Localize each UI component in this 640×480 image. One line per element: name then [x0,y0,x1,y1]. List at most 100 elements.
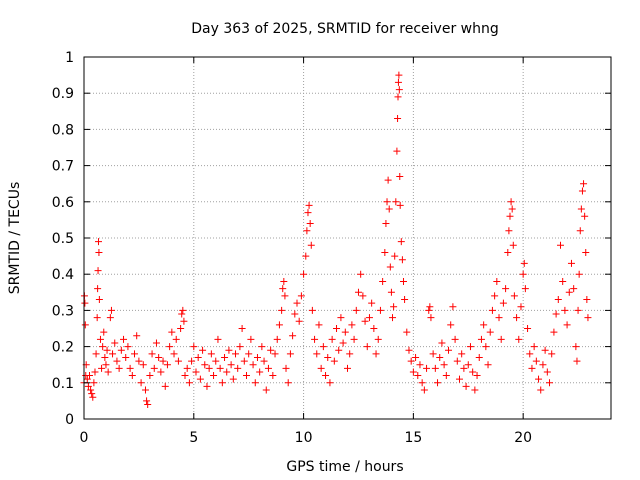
data-point [229,375,237,383]
data-point [397,238,405,246]
data-point [212,357,220,365]
data-point [395,71,403,79]
data-point [449,303,457,311]
data-point [91,368,99,376]
data-point [146,372,154,380]
data-point [552,310,560,318]
data-point [95,296,103,304]
data-point [399,277,407,285]
data-point [521,285,529,293]
data-point [280,277,288,285]
data-point [344,364,351,372]
data-point [199,346,207,354]
data-point [418,379,426,387]
data-point [339,339,347,347]
data-point [386,263,394,271]
data-point [510,292,518,300]
data-point [297,292,305,300]
data-point [346,350,354,358]
data-point [221,353,229,361]
data-point [455,375,463,383]
data-point [104,368,112,376]
data-point [278,306,286,314]
data-point [573,357,581,365]
data-point [491,292,499,300]
data-point [473,372,481,380]
data-point [139,361,147,369]
data-point [260,357,268,365]
y-tick-label: 0.4 [52,267,74,283]
data-point [178,310,186,318]
data-point [207,350,215,358]
data-point [214,335,222,343]
data-point [148,350,156,358]
data-point [324,353,332,361]
data-point [477,335,485,343]
data-point [391,252,399,260]
y-tick-label: 0.1 [52,376,74,392]
data-point [546,379,554,387]
data-point [390,303,398,311]
data-point [183,364,191,372]
data-point [350,335,358,343]
data-point [305,201,313,209]
data-point [471,386,479,394]
data-point [381,248,389,256]
data-point [81,321,89,329]
data-point [83,375,91,383]
data-point [306,220,314,228]
data-point [515,335,523,343]
tick-layer: 00.10.20.30.40.50.60.70.80.910 5 10 15 20 [52,50,611,446]
data-point [128,372,136,380]
data-point [179,306,187,314]
data-point [113,357,121,365]
data-point [548,350,556,358]
data-point [307,241,315,249]
data-point [271,350,279,358]
data-point [395,86,403,94]
data-point [174,357,182,365]
x-tick-label: 5 [189,430,198,446]
data-point [502,285,510,293]
data-point [466,343,474,351]
data-point [409,368,417,376]
data-point [88,390,96,398]
data-point [507,198,515,206]
data-point [361,317,369,325]
data-point [308,306,316,314]
data-point [120,335,128,343]
data-point [286,350,294,358]
data-point [275,321,283,329]
data-point [447,321,455,329]
data-point [396,172,404,180]
data-point [403,328,411,336]
data-point [554,296,562,304]
data-point [141,386,149,394]
data-point [100,328,108,336]
data-point [201,361,209,369]
data-point [109,350,117,358]
data-point [576,227,584,235]
data-point [401,296,409,304]
data-point [563,321,571,329]
data-point [394,93,402,101]
data-point [227,361,235,369]
y-tick-label: 0 [65,412,74,428]
data-point [495,314,503,322]
data-point [94,285,102,293]
data-point [137,379,145,387]
data-point [382,220,390,228]
data-point [427,314,435,322]
chart-title: Day 363 of 2025, SRMTID for receiver whn… [191,21,499,37]
data-point [295,317,303,325]
data-point [194,353,202,361]
data-point [505,227,513,235]
data-point [238,325,246,332]
data-point [103,346,111,354]
data-point [480,321,488,329]
data-point [582,248,590,256]
data-point [273,335,281,343]
data-point [464,361,472,369]
data-point [407,357,415,365]
data-point [462,382,470,390]
